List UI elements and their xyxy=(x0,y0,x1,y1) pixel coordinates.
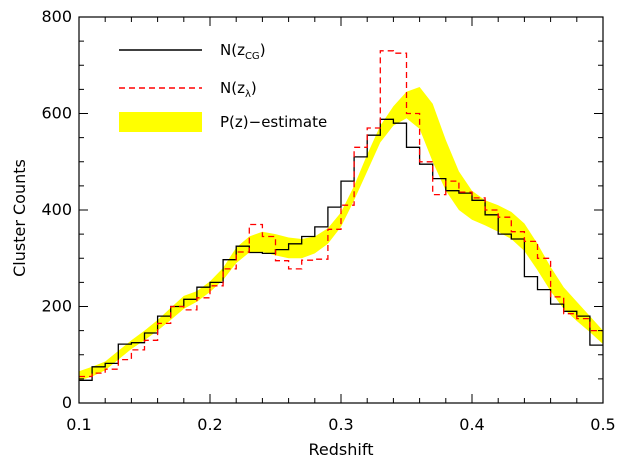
y-tick-label: 400 xyxy=(41,200,72,219)
x-tick-label: 0.5 xyxy=(590,415,615,434)
legend-label: N(zCG) xyxy=(220,41,266,62)
legend-label: P(z)−estimate xyxy=(220,113,327,131)
legend-label: N(zλ) xyxy=(220,79,257,100)
legend-band-swatch xyxy=(119,112,202,132)
y-tick-label: 200 xyxy=(41,297,72,316)
y-axis-label: Cluster Counts xyxy=(10,159,29,277)
x-tick-label: 0.4 xyxy=(459,415,484,434)
tick-layer: 0.1 0.2 0.3 0.4 0.5 0 200 400 600 800 xyxy=(41,7,615,434)
x-tick-label: 0.2 xyxy=(197,415,222,434)
x-axis-label: Redshift xyxy=(309,440,374,459)
x-tick-label: 0.3 xyxy=(328,415,353,434)
y-tick-label: 0 xyxy=(62,393,72,412)
legend: N(zCG) N(zλ) P(z)−estimate xyxy=(119,41,327,132)
n-zcg-step-line xyxy=(79,118,603,381)
y-tick-label: 600 xyxy=(41,104,72,123)
series-layer xyxy=(79,50,603,381)
y-tick-label: 800 xyxy=(41,7,72,26)
x-tick-label: 0.1 xyxy=(66,415,91,434)
